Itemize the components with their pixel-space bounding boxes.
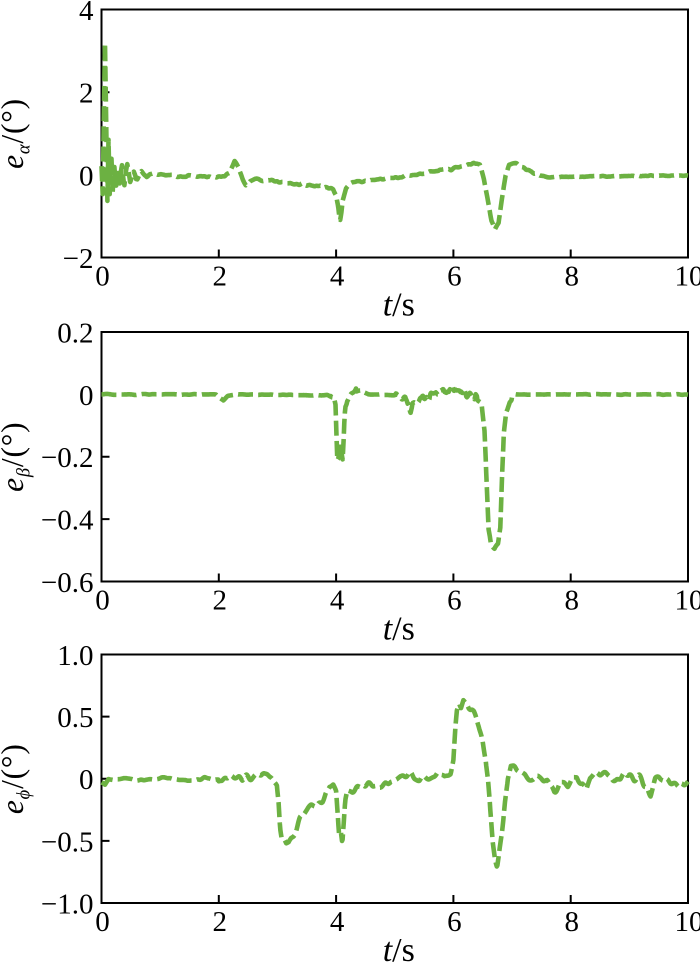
svg-text:0: 0 — [79, 380, 94, 412]
svg-text:8: 8 — [564, 585, 579, 617]
svg-text:t/s: t/s — [383, 932, 415, 968]
svg-text:4: 4 — [330, 585, 345, 617]
svg-text:eϕ/(°): eϕ/(°) — [0, 743, 35, 814]
svg-text:t/s: t/s — [383, 611, 415, 648]
svg-text:−0.2: −0.2 — [41, 442, 94, 474]
svg-text:2: 2 — [213, 585, 228, 617]
svg-text:4: 4 — [330, 261, 345, 293]
svg-text:10: 10 — [675, 906, 700, 938]
svg-text:0: 0 — [79, 764, 94, 796]
svg-text:0.2: 0.2 — [57, 318, 93, 350]
svg-text:4: 4 — [79, 0, 94, 27]
svg-text:−2: −2 — [63, 243, 94, 275]
svg-text:−0.6: −0.6 — [41, 567, 94, 599]
svg-text:6: 6 — [447, 585, 462, 617]
svg-text:−1.0: −1.0 — [41, 889, 94, 921]
svg-text:2: 2 — [213, 906, 228, 938]
svg-text:eβ/(°): eβ/(°) — [0, 422, 35, 492]
svg-text:6: 6 — [447, 261, 462, 293]
svg-text:8: 8 — [564, 906, 579, 938]
svg-text:0.5: 0.5 — [57, 702, 93, 734]
svg-text:t/s: t/s — [383, 287, 415, 324]
svg-text:4: 4 — [330, 906, 345, 938]
svg-text:6: 6 — [447, 906, 462, 938]
svg-text:10: 10 — [675, 261, 700, 293]
svg-text:0: 0 — [79, 160, 94, 192]
svg-text:−0.5: −0.5 — [41, 826, 94, 858]
svg-text:eα/(°): eα/(°) — [0, 98, 35, 169]
svg-text:0: 0 — [95, 585, 110, 617]
svg-text:8: 8 — [564, 261, 579, 293]
svg-text:0: 0 — [95, 906, 110, 938]
svg-text:1.0: 1.0 — [57, 640, 93, 672]
svg-text:0: 0 — [95, 261, 110, 293]
svg-text:10: 10 — [675, 585, 700, 617]
svg-text:2: 2 — [213, 261, 228, 293]
svg-text:2: 2 — [79, 78, 94, 110]
svg-text:−0.4: −0.4 — [41, 505, 94, 537]
